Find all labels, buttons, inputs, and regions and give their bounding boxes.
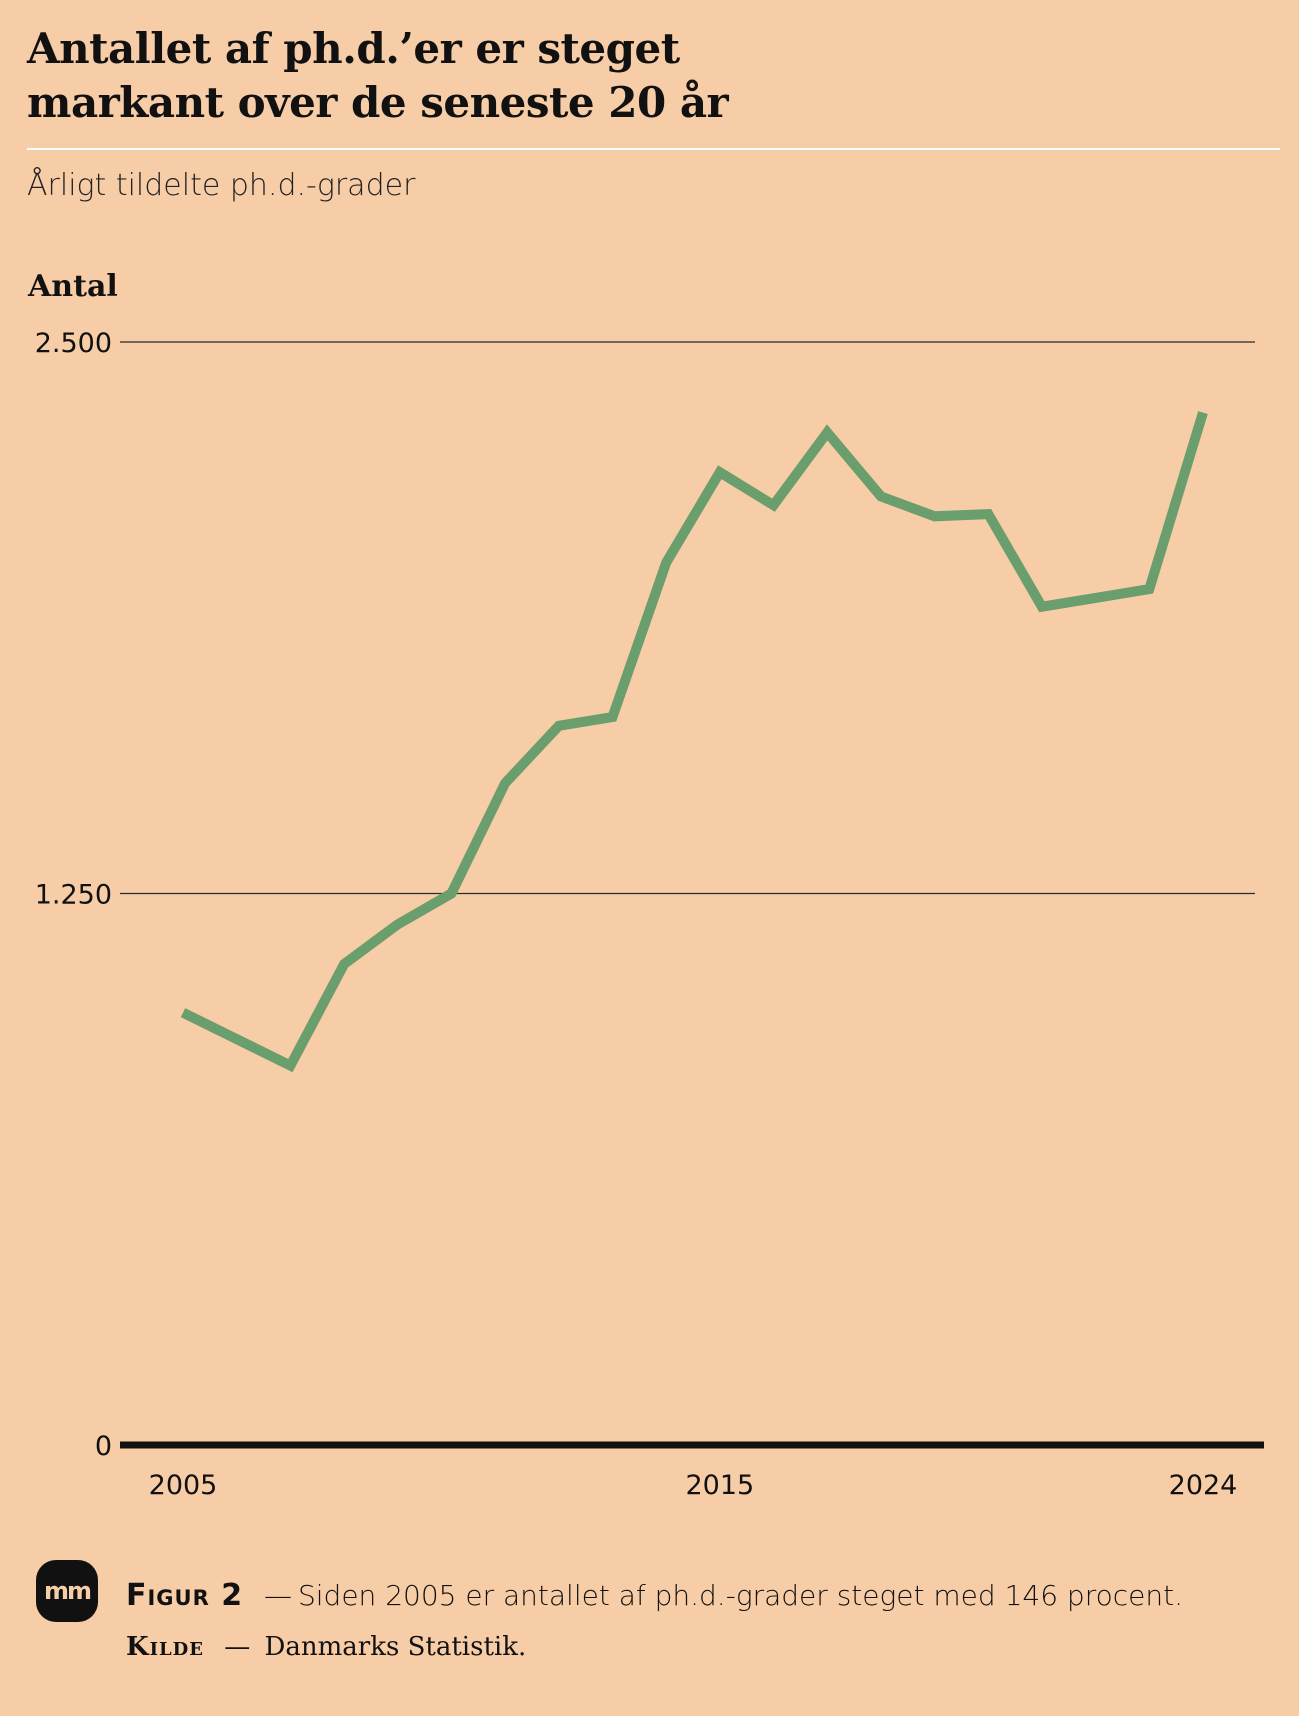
series-layer bbox=[180, 411, 1208, 1073]
figure-label: Figur 2 bbox=[126, 1578, 244, 1613]
publisher-logo: mm bbox=[36, 1560, 98, 1622]
series-line-0 bbox=[180, 411, 1208, 1073]
y-tick-label: 2.500 bbox=[35, 328, 112, 359]
chart-subtitle: Årligt tildelte ph.d.-grader bbox=[27, 168, 416, 203]
chart-title-line-2: markant over de seneste 20 år bbox=[27, 78, 729, 127]
title-divider bbox=[27, 148, 1280, 150]
caption-dash: — bbox=[264, 1579, 292, 1612]
source-text: Danmarks Statistik. bbox=[264, 1632, 527, 1662]
x-tick-label: 2015 bbox=[685, 1470, 754, 1501]
y-tick-labels: 0 1.250 2.500 bbox=[35, 328, 112, 1462]
y-tick-label: 1.250 bbox=[35, 880, 112, 911]
figure-caption: Siden 2005 er antallet af ph.d.-grader s… bbox=[298, 1579, 1183, 1612]
x-tick-label: 2024 bbox=[1169, 1470, 1238, 1501]
x-tick-label: 2005 bbox=[149, 1470, 218, 1501]
chart-title-line-1: Antallet af ph.d.’er er steget bbox=[27, 24, 680, 73]
y-axis-title: Antal bbox=[27, 269, 118, 304]
y-tick-label: 0 bbox=[95, 1431, 112, 1462]
figure-caption-line: Figur 2 — Siden 2005 er antallet af ph.d.… bbox=[126, 1578, 1183, 1613]
line-chart: Antal 0 1.250 2.500 2005 2015 2024 bbox=[27, 269, 1264, 1501]
x-tick-labels: 2005 2015 2024 bbox=[149, 1470, 1238, 1501]
gridlines bbox=[120, 341, 1255, 895]
chart-title: Antallet af ph.d.’er er steget markant o… bbox=[27, 22, 1227, 130]
source-dash: — bbox=[224, 1632, 251, 1662]
source-line: Kilde — Danmarks Statistik. bbox=[126, 1632, 526, 1662]
source-label: Kilde bbox=[126, 1632, 205, 1662]
